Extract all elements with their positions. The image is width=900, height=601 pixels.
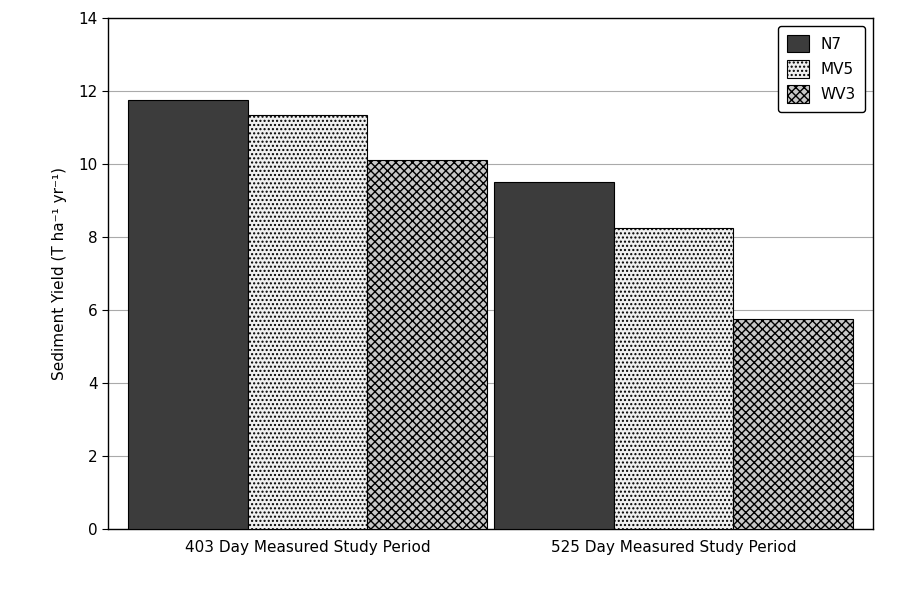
Bar bbox=[248, 115, 367, 529]
Bar bbox=[734, 319, 853, 529]
Y-axis label: Sediment Yield (T ha⁻¹ yr⁻¹): Sediment Yield (T ha⁻¹ yr⁻¹) bbox=[52, 167, 68, 380]
Bar bbox=[367, 160, 487, 529]
Bar bbox=[494, 182, 614, 529]
Bar bbox=[128, 100, 248, 529]
Bar bbox=[614, 228, 734, 529]
Legend: N7, MV5, WV3: N7, MV5, WV3 bbox=[778, 26, 866, 112]
